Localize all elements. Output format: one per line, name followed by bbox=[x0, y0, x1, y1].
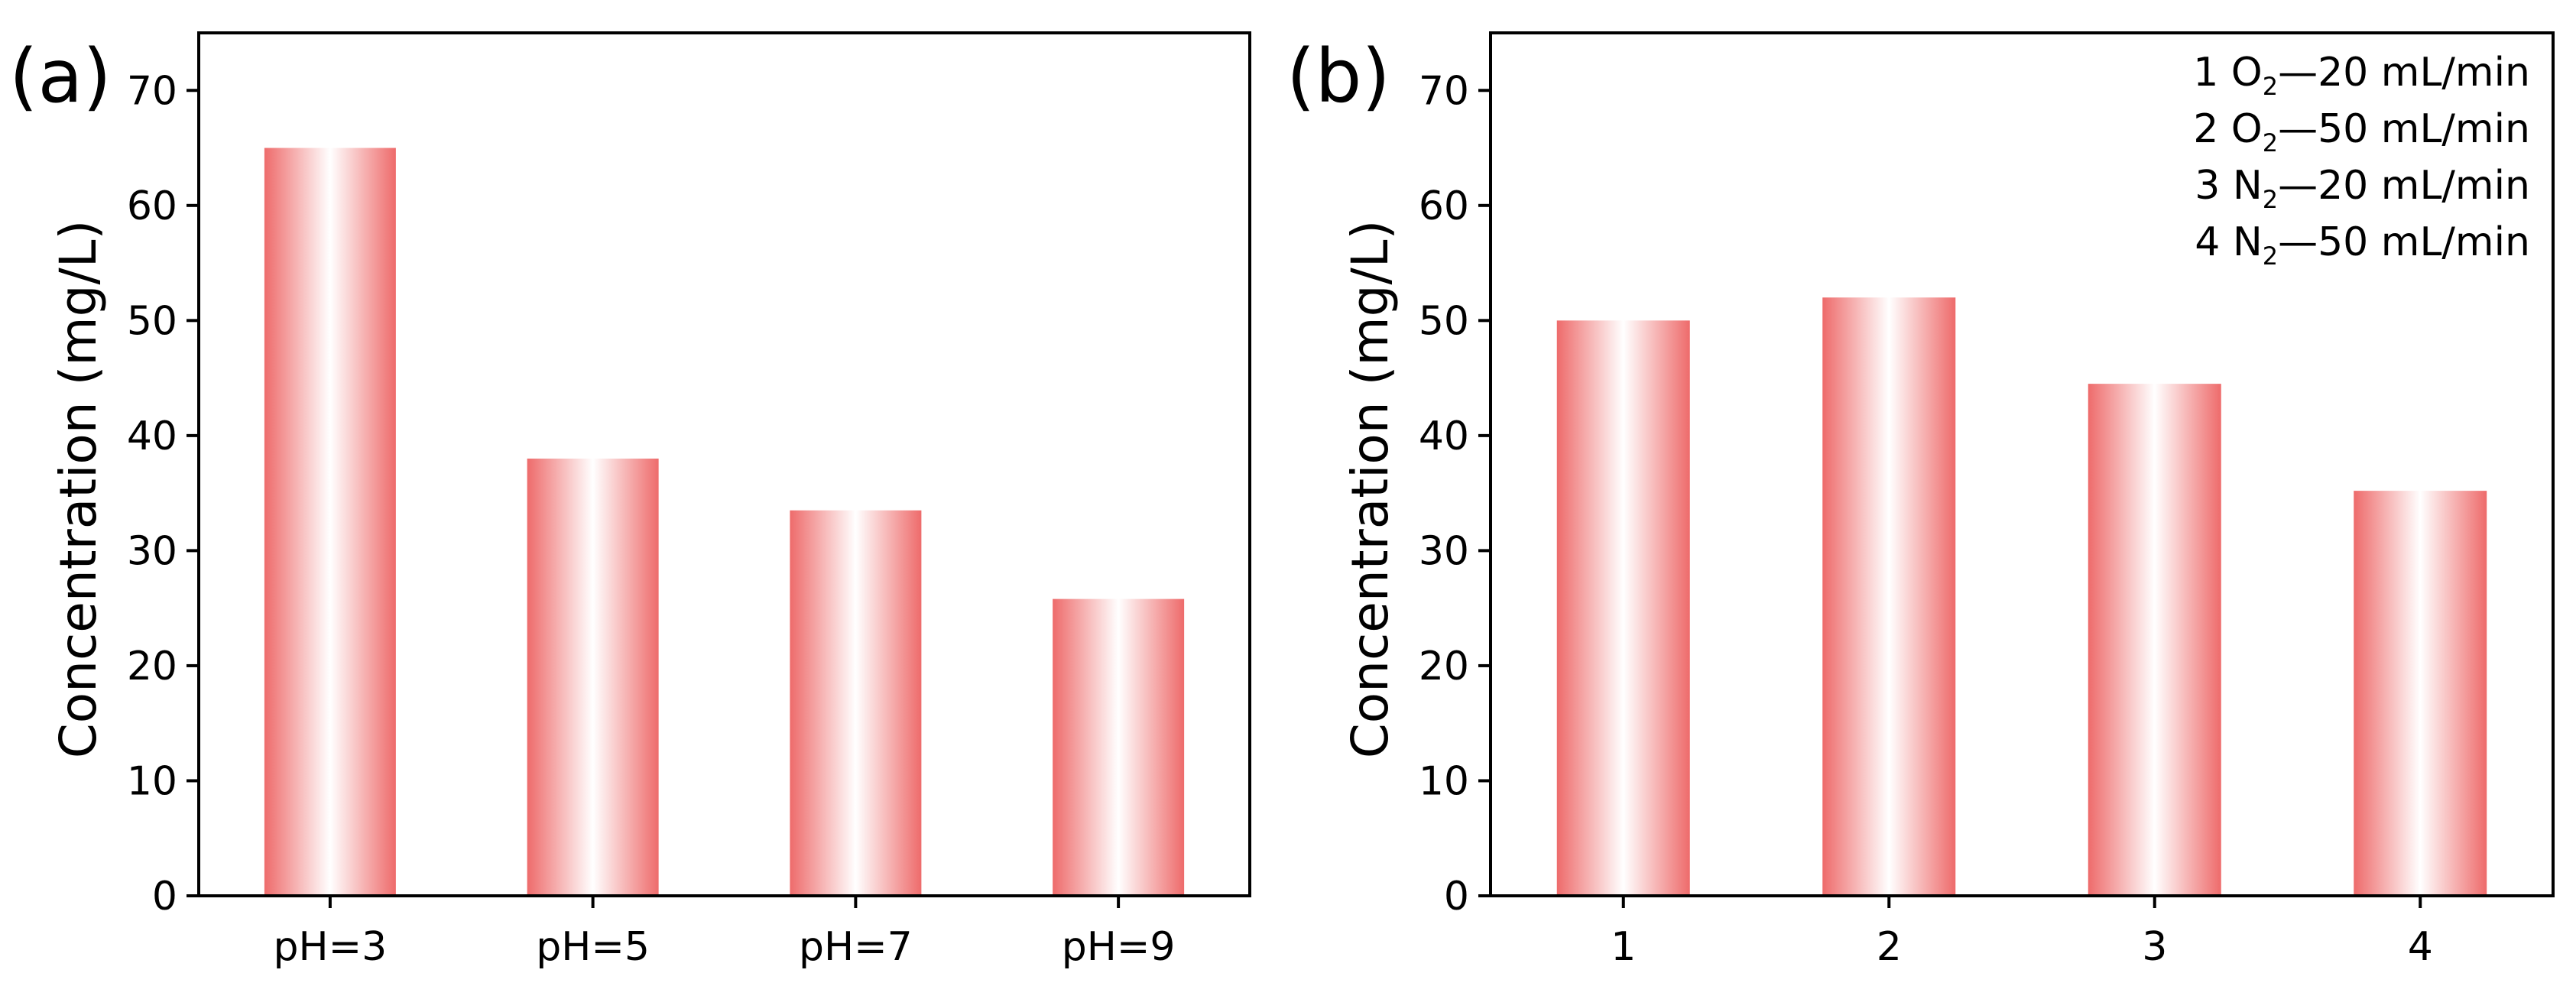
panel-a: (a) Concentration (mg/L) 0 10 20 30 40 50 60 70… bbox=[9, 31, 1251, 970]
plot-frame-a bbox=[197, 31, 1251, 897]
x-tick-label-b-2: 2 bbox=[1877, 924, 1902, 970]
bar-b-4 bbox=[2354, 491, 2487, 896]
x-ticks-a: pH=3 pH=5 pH=7 pH=9 bbox=[273, 896, 1176, 970]
legend-entry-3: 3 N2—20 mL/min bbox=[2195, 163, 2530, 214]
x-tick-label-b-1: 1 bbox=[1611, 924, 1636, 970]
y-tick-label-a-40: 40 bbox=[127, 414, 177, 459]
y-ticks-b: 0 10 20 30 40 50 60 70 bbox=[1419, 68, 1491, 920]
panel-b: (b) Concentration (mg/L) 0 10 20 30 40 50 60 70… bbox=[1286, 31, 2555, 970]
x-tick-label-a-4: pH=9 bbox=[1062, 924, 1176, 970]
bar-a-2 bbox=[527, 458, 659, 896]
y-tick-label-a-60: 60 bbox=[127, 183, 177, 229]
y-ticks-a: 0 10 20 30 40 50 60 70 bbox=[127, 68, 199, 920]
y-tick-label-b-40: 40 bbox=[1419, 414, 1469, 459]
y-tick-label-b-0: 0 bbox=[1444, 874, 1469, 920]
x-tick-label-a-2: pH=5 bbox=[536, 924, 650, 970]
y-tick-label-a-20: 20 bbox=[127, 644, 177, 689]
bar-a-1 bbox=[264, 148, 396, 897]
plot-frame-b bbox=[1489, 31, 2555, 897]
x-tick-label-b-4: 4 bbox=[2408, 924, 2433, 970]
y-tick-label-b-10: 10 bbox=[1419, 758, 1469, 804]
y-tick-label-b-50: 50 bbox=[1419, 298, 1469, 344]
bars-b bbox=[1556, 297, 2487, 896]
y-tick-label-b-60: 60 bbox=[1419, 183, 1469, 229]
legend-entry-4: 4 N2—50 mL/min bbox=[2195, 219, 2530, 271]
x-tick-label-b-3: 3 bbox=[2142, 924, 2167, 970]
y-tick-label-a-30: 30 bbox=[127, 528, 177, 574]
bar-a-4 bbox=[1053, 598, 1185, 896]
legend-entry-1: 1 O2—20 mL/min bbox=[2193, 50, 2530, 101]
y-tick-label-a-0: 0 bbox=[152, 874, 177, 920]
bar-b-1 bbox=[1556, 320, 1690, 896]
x-ticks-b: 1 2 3 4 bbox=[1611, 896, 2433, 970]
y-tick-label-a-10: 10 bbox=[127, 758, 177, 804]
y-tick-label-b-30: 30 bbox=[1419, 528, 1469, 574]
bars-a bbox=[264, 148, 1185, 897]
x-tick-label-a-1: pH=3 bbox=[273, 924, 387, 970]
panel-label-b: (b) bbox=[1286, 34, 1390, 119]
y-tick-label-a-50: 50 bbox=[127, 298, 177, 344]
bar-b-2 bbox=[1822, 297, 1956, 896]
y-tick-label-a-70: 70 bbox=[127, 68, 177, 114]
panel-label-a: (a) bbox=[9, 34, 112, 119]
bar-b-3 bbox=[2088, 384, 2221, 896]
legend-entry-2: 2 O2—50 mL/min bbox=[2193, 106, 2530, 157]
y-axis-title-b: Concentration (mg/L) bbox=[1341, 220, 1400, 759]
bar-a-3 bbox=[790, 510, 922, 896]
y-tick-label-b-70: 70 bbox=[1419, 68, 1469, 114]
y-tick-label-b-20: 20 bbox=[1419, 644, 1469, 689]
x-tick-label-a-3: pH=7 bbox=[799, 924, 913, 970]
y-axis-title-a: Concentration (mg/L) bbox=[49, 220, 108, 759]
